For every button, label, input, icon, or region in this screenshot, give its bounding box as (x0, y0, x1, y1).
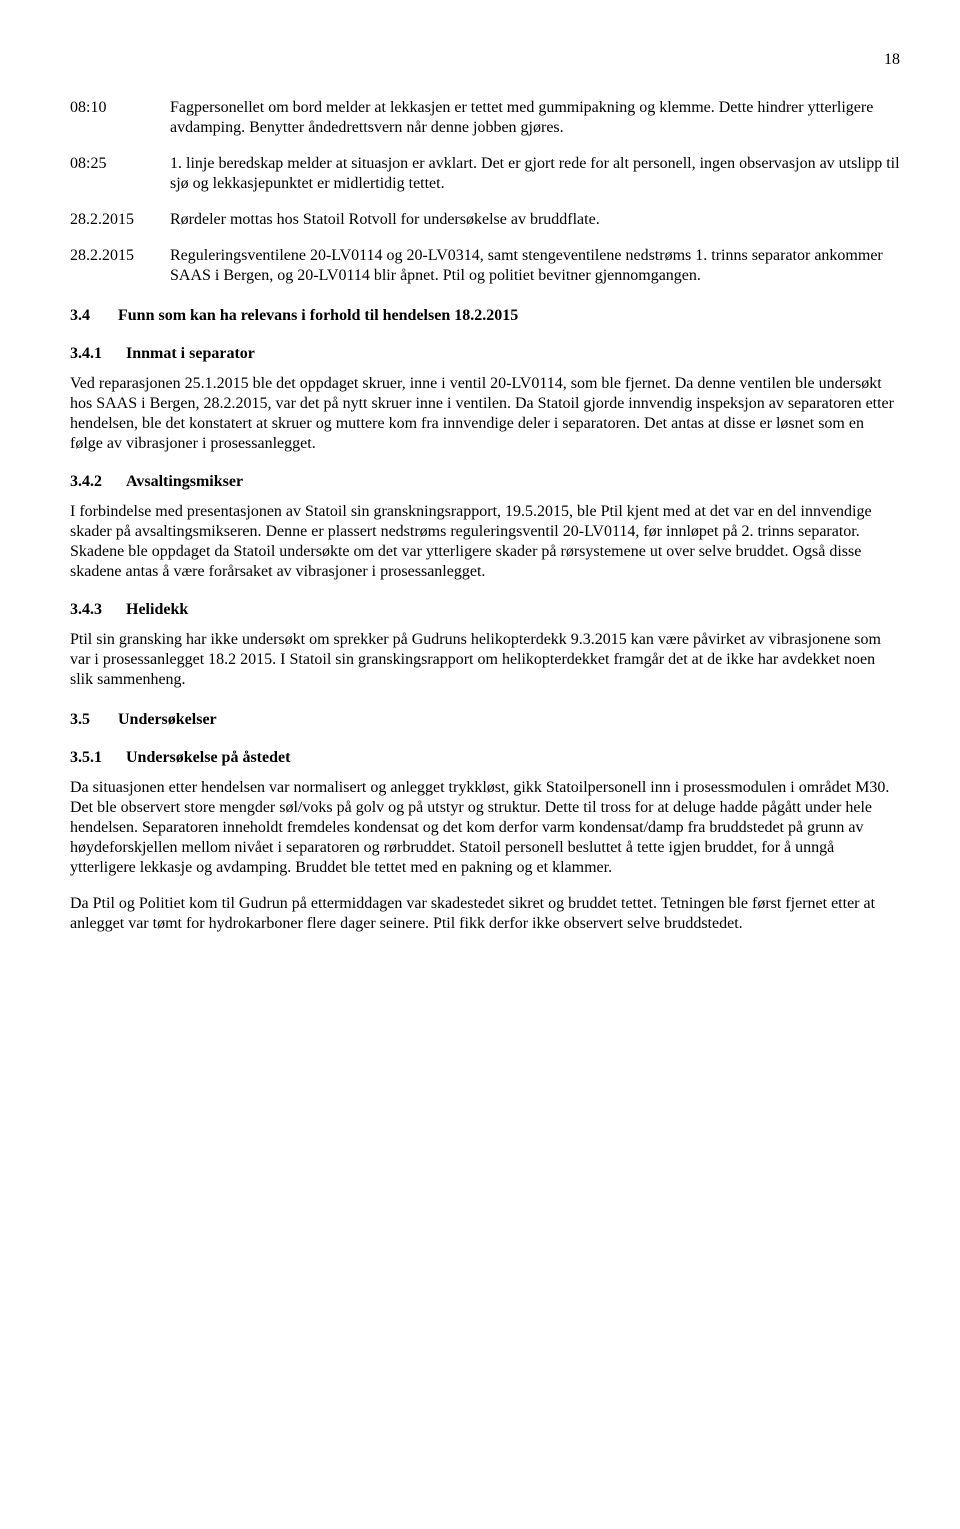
heading-number: 3.4.3 (70, 600, 126, 620)
heading-title: Undersøkelser (118, 710, 217, 730)
timeline-entry: 28.2.2015 Reguleringsventilene 20-LV0114… (70, 246, 900, 286)
heading-title: Funn som kan ha relevans i forhold til h… (118, 306, 518, 326)
heading-3-4: 3.4 Funn som kan ha relevans i forhold t… (70, 306, 900, 326)
heading-3-5: 3.5 Undersøkelser (70, 710, 900, 730)
timeline-time: 08:10 (70, 98, 170, 138)
heading-number: 3.5 (70, 710, 118, 730)
heading-number: 3.4.1 (70, 344, 126, 364)
timeline-time: 08:25 (70, 154, 170, 194)
heading-3-4-1: 3.4.1 Innmat i separator (70, 344, 900, 364)
timeline-text: 1. linje beredskap melder at situasjon e… (170, 154, 900, 194)
heading-number: 3.4.2 (70, 472, 126, 492)
heading-number: 3.5.1 (70, 748, 126, 768)
timeline-text: Fagpersonellet om bord melder at lekkasj… (170, 98, 900, 138)
timeline-text: Rørdeler mottas hos Statoil Rotvoll for … (170, 210, 900, 230)
heading-3-5-1: 3.5.1 Undersøkelse på åstedet (70, 748, 900, 768)
body-paragraph: Ved reparasjonen 25.1.2015 ble det oppda… (70, 374, 900, 454)
page-number: 18 (70, 50, 900, 70)
body-paragraph: Da situasjonen etter hendelsen var norma… (70, 778, 900, 878)
heading-title: Avsaltingsmikser (126, 472, 243, 492)
timeline-entry: 08:25 1. linje beredskap melder at situa… (70, 154, 900, 194)
timeline-time: 28.2.2015 (70, 246, 170, 286)
timeline-entry: 28.2.2015 Rørdeler mottas hos Statoil Ro… (70, 210, 900, 230)
heading-title: Undersøkelse på åstedet (126, 748, 290, 768)
heading-3-4-2: 3.4.2 Avsaltingsmikser (70, 472, 900, 492)
body-paragraph: Ptil sin gransking har ikke undersøkt om… (70, 630, 900, 690)
timeline-entry: 08:10 Fagpersonellet om bord melder at l… (70, 98, 900, 138)
heading-3-4-3: 3.4.3 Helidekk (70, 600, 900, 620)
heading-title: Helidekk (126, 600, 188, 620)
timeline-text: Reguleringsventilene 20-LV0114 og 20-LV0… (170, 246, 900, 286)
heading-title: Innmat i separator (126, 344, 255, 364)
body-paragraph: Da Ptil og Politiet kom til Gudrun på et… (70, 894, 900, 934)
heading-number: 3.4 (70, 306, 118, 326)
timeline-time: 28.2.2015 (70, 210, 170, 230)
body-paragraph: I forbindelse med presentasjonen av Stat… (70, 502, 900, 582)
